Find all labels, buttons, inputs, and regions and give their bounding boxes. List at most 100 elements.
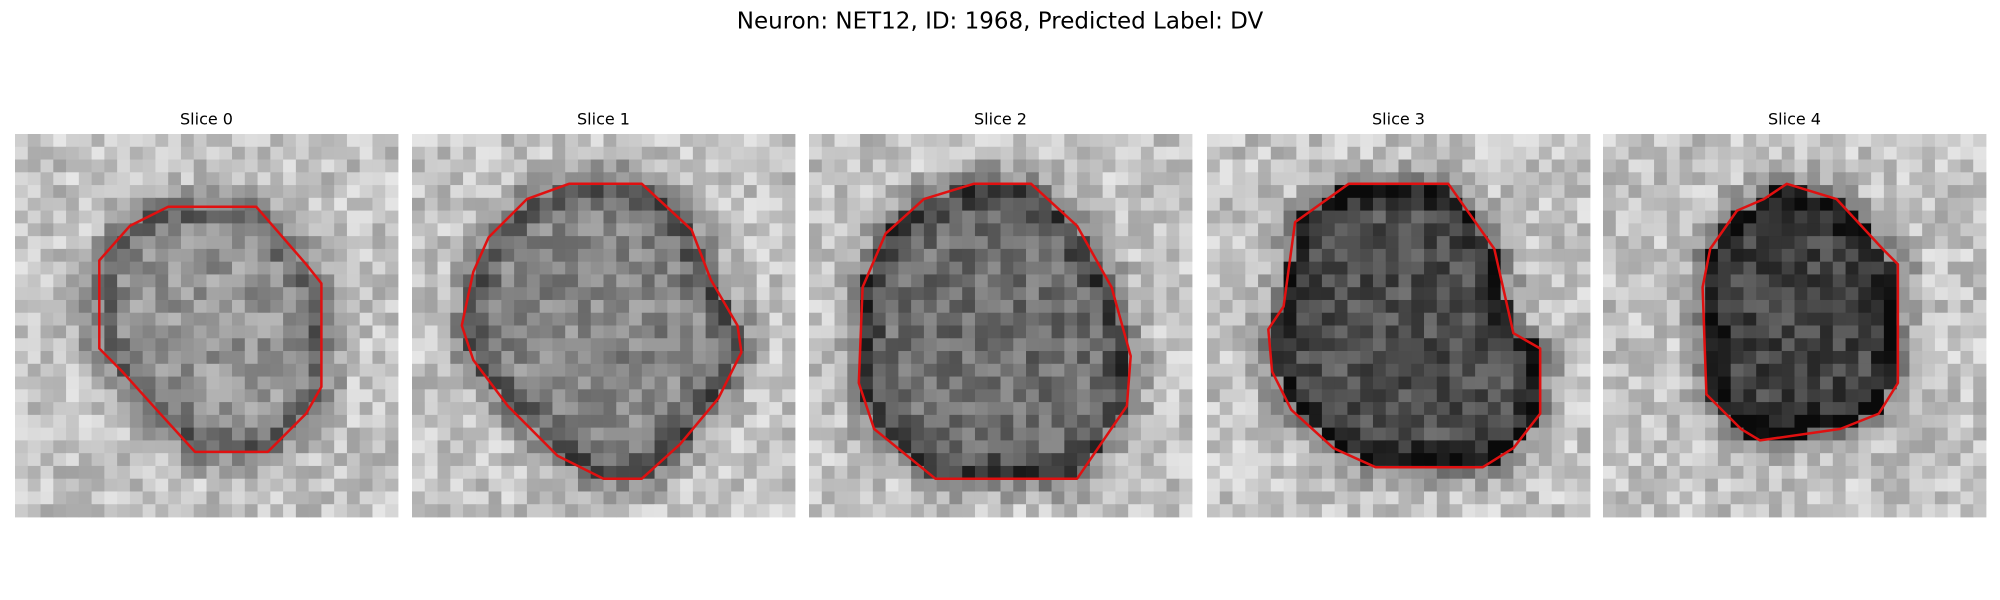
pixel <box>1666 236 1680 250</box>
pixel <box>1781 338 1795 352</box>
pixel <box>911 376 925 390</box>
pixel <box>692 478 707 492</box>
pixel <box>1038 478 1052 492</box>
pixel <box>756 453 770 467</box>
pixel <box>1551 389 1565 403</box>
pixel <box>1411 440 1425 454</box>
pixel <box>885 134 899 148</box>
pixel <box>1654 389 1668 403</box>
pixel <box>1000 389 1014 403</box>
pixel <box>1321 504 1336 518</box>
pixel <box>1794 236 1808 250</box>
pixel <box>616 185 630 199</box>
pixel <box>667 185 681 199</box>
pixel <box>219 453 233 467</box>
pixel <box>1064 172 1078 186</box>
pixel <box>1385 146 1399 160</box>
pixel <box>142 185 156 199</box>
pixel <box>1960 185 1974 199</box>
pixel <box>257 261 271 275</box>
pixel <box>590 134 604 148</box>
pixel <box>654 312 668 326</box>
pixel <box>283 159 297 173</box>
pixel <box>1768 325 1783 339</box>
pixel <box>782 440 796 454</box>
pixel <box>206 465 220 480</box>
pixel <box>283 414 297 429</box>
pixel <box>501 376 515 390</box>
pixel <box>78 146 92 160</box>
pixel <box>974 465 989 480</box>
pixel <box>782 261 796 275</box>
pixel <box>437 427 451 441</box>
pixel <box>1411 312 1425 326</box>
pixel <box>1564 427 1578 441</box>
pixel <box>782 427 796 441</box>
pixel <box>1140 389 1155 403</box>
pixel <box>616 236 630 250</box>
pixel <box>1858 427 1872 441</box>
pixel <box>1064 299 1078 314</box>
pixel <box>1232 478 1246 492</box>
pixel <box>1038 312 1052 326</box>
pixel <box>1756 299 1770 314</box>
pixel <box>1424 465 1438 480</box>
pixel <box>1743 159 1757 173</box>
pixel <box>1781 414 1795 429</box>
pixel <box>629 223 643 237</box>
pixel <box>1743 312 1757 326</box>
pixel <box>346 197 361 211</box>
pixel <box>641 376 655 390</box>
pixel <box>885 465 899 480</box>
pixel <box>539 159 553 173</box>
pixel <box>155 504 169 518</box>
pixel <box>616 440 630 454</box>
pixel <box>1730 312 1744 326</box>
pixel <box>1654 440 1668 454</box>
pixel <box>232 338 246 352</box>
pixel <box>590 146 604 160</box>
pixel <box>1615 389 1629 403</box>
pixel <box>27 274 41 288</box>
pixel <box>155 159 169 173</box>
pixel <box>987 172 1001 186</box>
pixel <box>1883 134 1898 148</box>
pixel <box>450 504 464 518</box>
pixel <box>1807 134 1821 148</box>
pixel <box>1973 440 1987 454</box>
pixel <box>782 351 796 365</box>
pixel <box>1334 504 1348 518</box>
pixel <box>552 491 566 505</box>
pixel <box>667 453 681 467</box>
pixel <box>334 146 348 160</box>
pixel <box>1219 210 1233 224</box>
pixel <box>346 210 361 224</box>
pixel <box>1334 427 1348 441</box>
pixel <box>1577 376 1591 390</box>
pixel <box>1820 197 1834 211</box>
pixel <box>769 287 783 301</box>
pixel <box>1603 427 1617 441</box>
pixel <box>1207 261 1221 275</box>
pixel <box>1756 478 1770 492</box>
pixel <box>1270 248 1284 263</box>
pixel <box>142 351 156 365</box>
pixel <box>412 261 426 275</box>
pixel <box>1153 248 1167 263</box>
pixel <box>437 312 451 326</box>
pixel <box>1654 134 1668 148</box>
pixel <box>1064 504 1078 518</box>
pixel <box>590 287 604 301</box>
pixel <box>718 223 732 237</box>
pixel <box>1436 312 1450 326</box>
pixel <box>385 504 399 518</box>
pixel <box>1347 440 1361 454</box>
pixel <box>1973 351 1987 365</box>
pixel <box>437 465 451 480</box>
pixel <box>1883 223 1898 237</box>
pixel <box>66 312 80 326</box>
pixel <box>962 299 976 314</box>
pixel <box>193 261 207 275</box>
pixel <box>1883 159 1898 173</box>
pixel <box>885 159 899 173</box>
